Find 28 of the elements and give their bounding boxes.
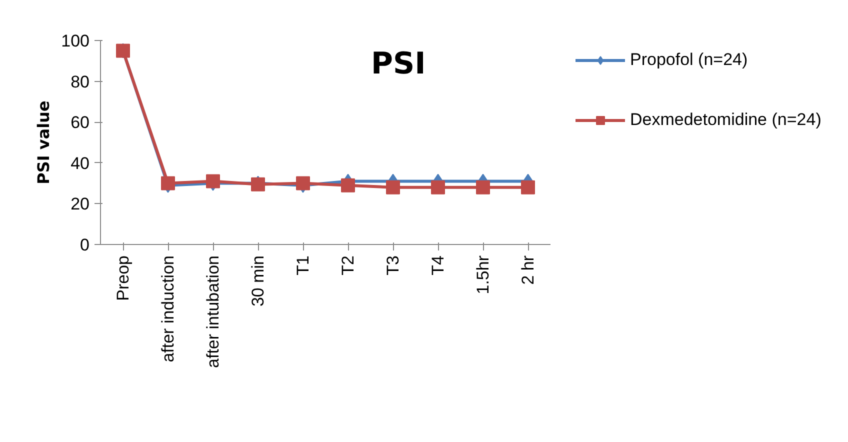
x-tick-label: 1.5hr bbox=[474, 255, 492, 294]
y-tick-label: 80 bbox=[70, 72, 90, 92]
x-tick-label: 2 hr bbox=[518, 255, 538, 285]
x-tick-label: Preop bbox=[114, 255, 132, 301]
x-tick-label: after induction bbox=[158, 255, 178, 362]
point bbox=[161, 176, 175, 190]
x-tick-label: T2 bbox=[338, 255, 358, 276]
point bbox=[386, 180, 400, 194]
x-tick-label: after intubation bbox=[204, 256, 222, 368]
y-tick-label: 0 bbox=[80, 236, 90, 254]
point bbox=[341, 178, 355, 192]
x-tick-label: T4 bbox=[428, 255, 448, 276]
point bbox=[431, 180, 445, 194]
x-tick-label: T1 bbox=[294, 255, 312, 276]
x-tick-label: 30 min bbox=[248, 255, 268, 307]
y-tick-label: 20 bbox=[70, 194, 90, 214]
y-axis-title: PSI value bbox=[34, 100, 54, 184]
legend-label: Dexmedetomidine (n=24) bbox=[630, 110, 822, 130]
point bbox=[476, 180, 490, 194]
point bbox=[521, 180, 535, 194]
legend-label: Propofol (n=24) bbox=[630, 50, 748, 70]
x-tick-label: T3 bbox=[384, 255, 402, 276]
chart-title: PSI bbox=[371, 46, 426, 82]
point bbox=[296, 176, 310, 190]
y-tick-label: 60 bbox=[70, 113, 90, 132]
y-tick-label: 40 bbox=[70, 154, 90, 173]
point bbox=[206, 174, 220, 188]
y-tick-label: 100 bbox=[61, 32, 90, 50]
